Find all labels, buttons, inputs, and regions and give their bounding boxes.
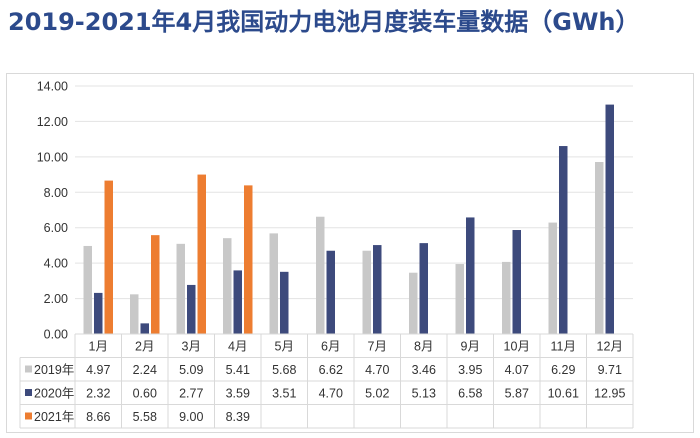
data-label: 3.95	[458, 363, 482, 377]
data-label: 6.58	[458, 387, 482, 401]
chart-title: 2019-2021年4月我国动力电池月度装车量数据（GWh）	[8, 8, 640, 36]
data-label: 2.24	[133, 363, 157, 377]
bar-2021年-3月	[197, 174, 206, 334]
x-tick-label: 10月	[504, 340, 530, 354]
bar-2019年-8月	[409, 272, 418, 334]
x-tick-label: 1月	[89, 340, 108, 354]
y-tick-label: 10.00	[37, 150, 68, 164]
x-tick-label: 11月	[551, 340, 576, 354]
bar-2020年-12月	[605, 104, 614, 334]
data-label: 5.68	[272, 363, 296, 377]
data-label: 8.39	[226, 410, 250, 424]
x-tick-label: 2月	[135, 340, 154, 354]
legend-label: 2020年	[34, 387, 74, 401]
bar-2020年-1月	[94, 292, 103, 334]
data-label: 6.29	[551, 363, 575, 377]
data-label: 5.02	[365, 387, 389, 401]
bar-2020年-6月	[326, 250, 335, 334]
y-tick-label: 4.00	[44, 257, 68, 271]
bar-2019年-9月	[455, 264, 464, 334]
bar-2020年-9月	[466, 217, 475, 334]
bar-2021年-1月	[104, 180, 113, 334]
data-label: 3.46	[412, 363, 436, 377]
bar-2019年-5月	[269, 233, 278, 334]
bar-2019年-1月	[83, 245, 92, 334]
data-label: 8.66	[86, 410, 110, 424]
data-label: 4.70	[319, 387, 343, 401]
data-label: 4.07	[505, 363, 529, 377]
data-label: 9.71	[598, 363, 622, 377]
x-tick-label: 8月	[414, 340, 433, 354]
x-tick-label: 4月	[228, 340, 247, 354]
bar-2019年-2月	[130, 294, 139, 334]
y-tick-label: 14.00	[37, 80, 68, 94]
bar-2019年-7月	[362, 250, 371, 334]
data-label: 2.32	[86, 387, 110, 401]
y-tick-label: 12.00	[37, 115, 68, 129]
legend-key-2021年	[25, 412, 32, 420]
bar-2019年-4月	[223, 238, 232, 334]
bar-2021年-4月	[244, 185, 253, 334]
data-label: 10.61	[548, 387, 579, 401]
bar-2019年-10月	[502, 261, 511, 334]
data-label: 9.00	[179, 410, 203, 424]
bar-2019年-6月	[316, 216, 325, 334]
x-tick-label: 3月	[182, 340, 201, 354]
bar-2020年-4月	[233, 270, 242, 334]
bar-2020年-11月	[559, 146, 568, 334]
legend-label: 2019年	[34, 363, 74, 377]
chart-frame	[6, 73, 694, 433]
x-tick-label: 12月	[597, 340, 623, 354]
legend-label: 2021年	[34, 410, 74, 424]
data-label: 6.62	[319, 363, 343, 377]
bar-2019年-3月	[176, 243, 185, 334]
y-tick-label: 8.00	[44, 186, 68, 200]
data-label: 3.51	[272, 387, 296, 401]
legend-key-2020年	[25, 389, 32, 396]
data-label: 5.58	[133, 410, 157, 424]
bar-2020年-7月	[373, 245, 382, 334]
bar-2020年-3月	[187, 284, 196, 334]
data-label: 0.60	[133, 387, 157, 401]
data-label: 12.95	[594, 387, 625, 401]
bar-2020年-10月	[512, 230, 521, 334]
data-label: 4.70	[365, 363, 389, 377]
data-label: 2.77	[179, 387, 203, 401]
x-tick-label: 7月	[368, 340, 387, 354]
data-label: 3.59	[226, 387, 250, 401]
x-tick-label: 5月	[275, 340, 294, 354]
data-label: 5.13	[412, 387, 436, 401]
x-tick-label: 9月	[461, 340, 480, 354]
y-tick-label: 2.00	[44, 292, 68, 306]
y-tick-label: 6.00	[44, 221, 68, 235]
data-label: 5.87	[505, 387, 529, 401]
bar-2020年-8月	[419, 243, 428, 334]
legend-key-2019年	[25, 365, 32, 373]
data-label: 5.41	[226, 363, 250, 377]
bar-2020年-2月	[140, 323, 149, 334]
data-label: 4.97	[86, 363, 110, 377]
bar-2019年-11月	[548, 222, 557, 334]
y-tick-label: 0.00	[44, 328, 68, 342]
bar-2020年-5月	[280, 271, 289, 334]
x-tick-label: 6月	[321, 340, 340, 354]
data-label: 5.09	[179, 363, 203, 377]
bar-2019年-12月	[595, 161, 604, 334]
bar-2021年-2月	[151, 235, 160, 334]
